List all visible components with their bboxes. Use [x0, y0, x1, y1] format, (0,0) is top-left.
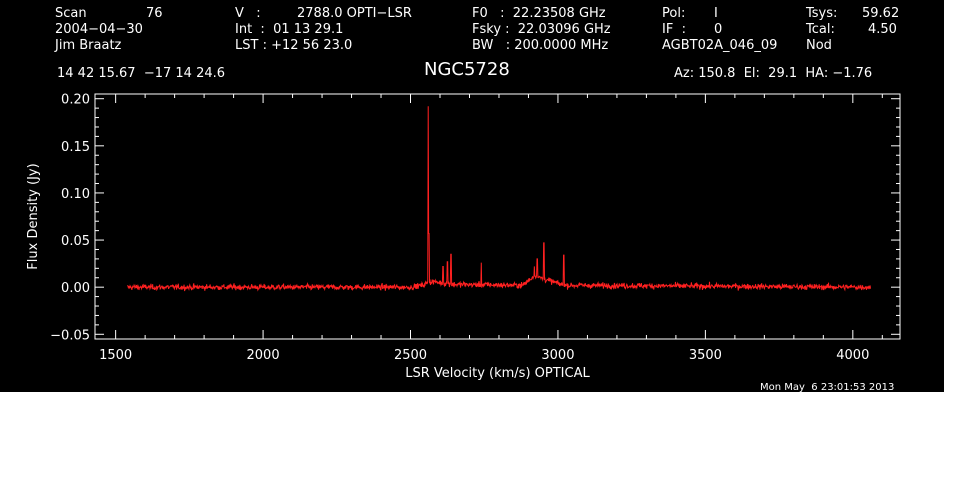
- plot-timestamp: Mon May 6 23:01:53 2013: [760, 382, 895, 393]
- procedure-type: Nod: [806, 38, 832, 53]
- y-tick-label: 0.15: [61, 140, 90, 155]
- tsys-value: 59.62: [862, 6, 900, 21]
- bandwidth: BW : 200.0000 MHz: [472, 38, 609, 53]
- object-name: NGC5728: [424, 59, 510, 80]
- scan-number: 76: [146, 6, 163, 21]
- project-id: AGBT02A_046_09: [662, 38, 778, 53]
- scan-label: Scan: [55, 6, 87, 21]
- y-tick-label: 0.20: [61, 93, 90, 108]
- tcal-value: 4.50: [868, 22, 897, 37]
- tcal-label: Tcal:: [806, 22, 835, 37]
- plot-panel: Scan 76 V : 2788.0 OPTI−LSR F0 : 22.2350…: [0, 0, 944, 393]
- x-axis-title: LSR Velocity (km/s) OPTICAL: [405, 366, 590, 381]
- x-tick-label: 2000: [247, 348, 280, 363]
- velocity-label: V :: [235, 6, 261, 21]
- polarization-value: I: [714, 6, 718, 21]
- x-tick-label: 3000: [541, 348, 574, 363]
- observation-date: 2004−04−30: [55, 22, 143, 37]
- rest-frequency: F0 : 22.23508 GHz: [472, 6, 606, 21]
- y-tick-label: 0.05: [61, 234, 90, 249]
- if-value: 0: [714, 22, 723, 37]
- x-tick-label: 1500: [99, 348, 132, 363]
- x-tick-label: 2500: [394, 348, 427, 363]
- polarization-label: Pol:: [662, 6, 686, 21]
- y-tick-label: −0.05: [50, 328, 90, 343]
- tsys-label: Tsys:: [806, 6, 838, 21]
- sky-frequency: Fsky : 22.03096 GHz: [472, 22, 611, 37]
- spectrum-chart: 1500 2000 2500 3000 3500 4000 −0.05 0.00 0.05 0.1…: [26, 93, 901, 381]
- integration-time: Int : 01 13 29.1: [235, 22, 344, 37]
- y-axis-title: Flux Density (Jy): [26, 163, 41, 269]
- az-el-ha: Az: 150.8 El: 29.1 HA: −1.76: [674, 66, 873, 81]
- if-label: IF :: [662, 22, 686, 37]
- y-tick-label: 0.00: [61, 281, 90, 296]
- x-tick-label: 3500: [689, 348, 722, 363]
- observer-name: Jim Braatz: [55, 38, 122, 53]
- plot-frame: [94, 93, 901, 340]
- y-tick-label: 0.10: [61, 187, 90, 202]
- lst-value: LST : +12 56 23.0: [235, 38, 353, 53]
- spectrum-trace: [127, 106, 872, 292]
- source-coordinates: 14 42 15.67 −17 14 24.6: [57, 66, 226, 81]
- x-tick-label: 4000: [836, 348, 869, 363]
- velocity-value: 2788.0 OPTI−LSR: [297, 6, 412, 21]
